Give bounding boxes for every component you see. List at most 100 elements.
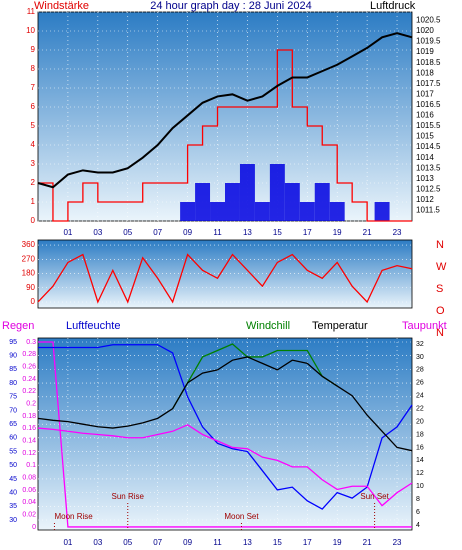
y-tick-label: 40 xyxy=(9,489,17,496)
legend-label: Windchill xyxy=(246,320,290,332)
y-tick-label: 1014 xyxy=(416,153,434,162)
y-tick-label: 1020.5 xyxy=(416,16,441,25)
axis-title: Luftfeuchte xyxy=(66,320,120,332)
y-tick-label: 1019.5 xyxy=(416,37,441,46)
y-tick-label: 35 xyxy=(9,503,17,510)
y-tick-label: 8 xyxy=(31,64,36,73)
y-tick-label: 60 xyxy=(9,435,17,442)
y-tick-label: 0.2 xyxy=(26,400,36,407)
y-tick-label: 0.02 xyxy=(22,511,36,518)
y-tick-label: 1017 xyxy=(416,89,434,98)
event-label: Sun Rise xyxy=(112,492,145,501)
y-tick-label: 65 xyxy=(9,421,17,428)
series-line xyxy=(38,341,412,528)
x-tick-label: 21 xyxy=(363,538,372,547)
y-tick-label: 1 xyxy=(31,197,36,206)
y-tick-label: 1013 xyxy=(416,174,434,183)
y-tick-label: 75 xyxy=(9,394,17,401)
y-tick-label: 0.24 xyxy=(22,376,36,383)
series-line xyxy=(37,356,413,452)
x-tick-label: 13 xyxy=(243,228,252,237)
event-label: Sun Set xyxy=(360,492,389,501)
bar xyxy=(180,202,196,221)
plot-area xyxy=(37,239,413,309)
y-tick-label: 0.18 xyxy=(22,413,36,420)
y-tick-label: 24 xyxy=(416,393,424,400)
y-tick-label: 14 xyxy=(416,457,424,464)
x-tick-label: 11 xyxy=(213,228,222,237)
bar xyxy=(239,164,255,221)
y-tick-label: 11 xyxy=(27,7,36,16)
y-tick-label: 0.04 xyxy=(22,499,36,506)
series-line xyxy=(37,424,413,507)
x-tick-label: 23 xyxy=(393,228,402,237)
bar xyxy=(225,183,240,221)
x-tick-label: 15 xyxy=(273,228,282,237)
x-tick-label: 09 xyxy=(183,538,192,547)
y-tick-label: 80 xyxy=(9,380,17,387)
x-tick-label: 23 xyxy=(393,538,402,547)
x-tick-label: 05 xyxy=(123,538,132,547)
y-tick-label: 1015.5 xyxy=(416,121,441,130)
y-tick-label: 0 xyxy=(31,216,36,225)
x-tick-label: 17 xyxy=(303,538,312,547)
y-tick-label: 18 xyxy=(416,431,424,438)
bar xyxy=(284,183,300,221)
y-tick-label: 3 xyxy=(31,159,36,168)
y-tick-label: 6 xyxy=(31,102,36,111)
event-label: Moon Rise xyxy=(54,512,93,521)
y-tick-label: 70 xyxy=(9,407,17,414)
y-tick-label: 0.1 xyxy=(26,462,36,469)
x-tick-label: 17 xyxy=(303,228,312,237)
x-tick-label: 07 xyxy=(153,228,162,237)
axis-title: Luftdruck xyxy=(370,0,416,12)
y-tick-label: 32 xyxy=(416,341,424,348)
bar xyxy=(210,202,225,221)
x-tick-label: 09 xyxy=(183,228,192,237)
y-tick-label: 45 xyxy=(9,476,17,483)
x-tick-label: 21 xyxy=(363,228,372,237)
y-tick-label: 1019 xyxy=(416,47,434,56)
x-tick-label: 19 xyxy=(333,538,342,547)
y-tick-label: 1014.5 xyxy=(416,142,441,151)
series-line xyxy=(37,32,413,189)
y-tick-label: 22 xyxy=(416,406,424,413)
y-tick-label: 0.3 xyxy=(26,339,36,346)
y-tick-label: 0 xyxy=(31,297,36,306)
y-tick-label: 360 xyxy=(22,240,36,249)
y-tick-label: 10 xyxy=(26,26,35,35)
y-tick-label: 0.08 xyxy=(22,474,36,481)
y-tick-label: 0.28 xyxy=(22,351,36,358)
y-tick-label: 16 xyxy=(416,444,424,451)
chart-title: 24 hour graph day : 28 Juni 2024 xyxy=(150,0,311,12)
y-tick-label: 1016 xyxy=(416,111,434,120)
y-tick-label: 1012 xyxy=(416,195,434,204)
y-tick-label: 0.16 xyxy=(22,425,36,432)
y-tick-label: 0 xyxy=(32,524,36,531)
x-tick-label: 01 xyxy=(63,228,72,237)
compass-label: S xyxy=(436,283,443,295)
y-tick-label: 30 xyxy=(9,517,17,524)
y-tick-label: 1012.5 xyxy=(416,184,441,193)
y-tick-label: 50 xyxy=(9,462,17,469)
y-tick-label: 20 xyxy=(416,418,424,425)
y-tick-label: 28 xyxy=(416,367,424,374)
y-tick-label: 85 xyxy=(9,366,17,373)
axis-title: Temperatur xyxy=(312,320,368,332)
y-tick-label: 30 xyxy=(416,354,424,361)
y-tick-label: 1013.5 xyxy=(416,163,441,172)
bar xyxy=(195,183,211,221)
y-tick-label: 90 xyxy=(26,283,35,292)
bar xyxy=(329,202,345,221)
y-tick-label: 26 xyxy=(416,380,424,387)
x-tick-label: 03 xyxy=(93,538,102,547)
x-tick-label: 19 xyxy=(333,228,342,237)
plot-area xyxy=(37,337,413,531)
series-line xyxy=(37,253,413,304)
x-tick-label: 07 xyxy=(153,538,162,547)
y-tick-label: 6 xyxy=(416,509,420,516)
x-tick-label: 03 xyxy=(93,228,102,237)
x-tick-label: 13 xyxy=(243,538,252,547)
x-tick-label: 11 xyxy=(213,538,222,547)
event-label: Moon Set xyxy=(224,512,259,521)
